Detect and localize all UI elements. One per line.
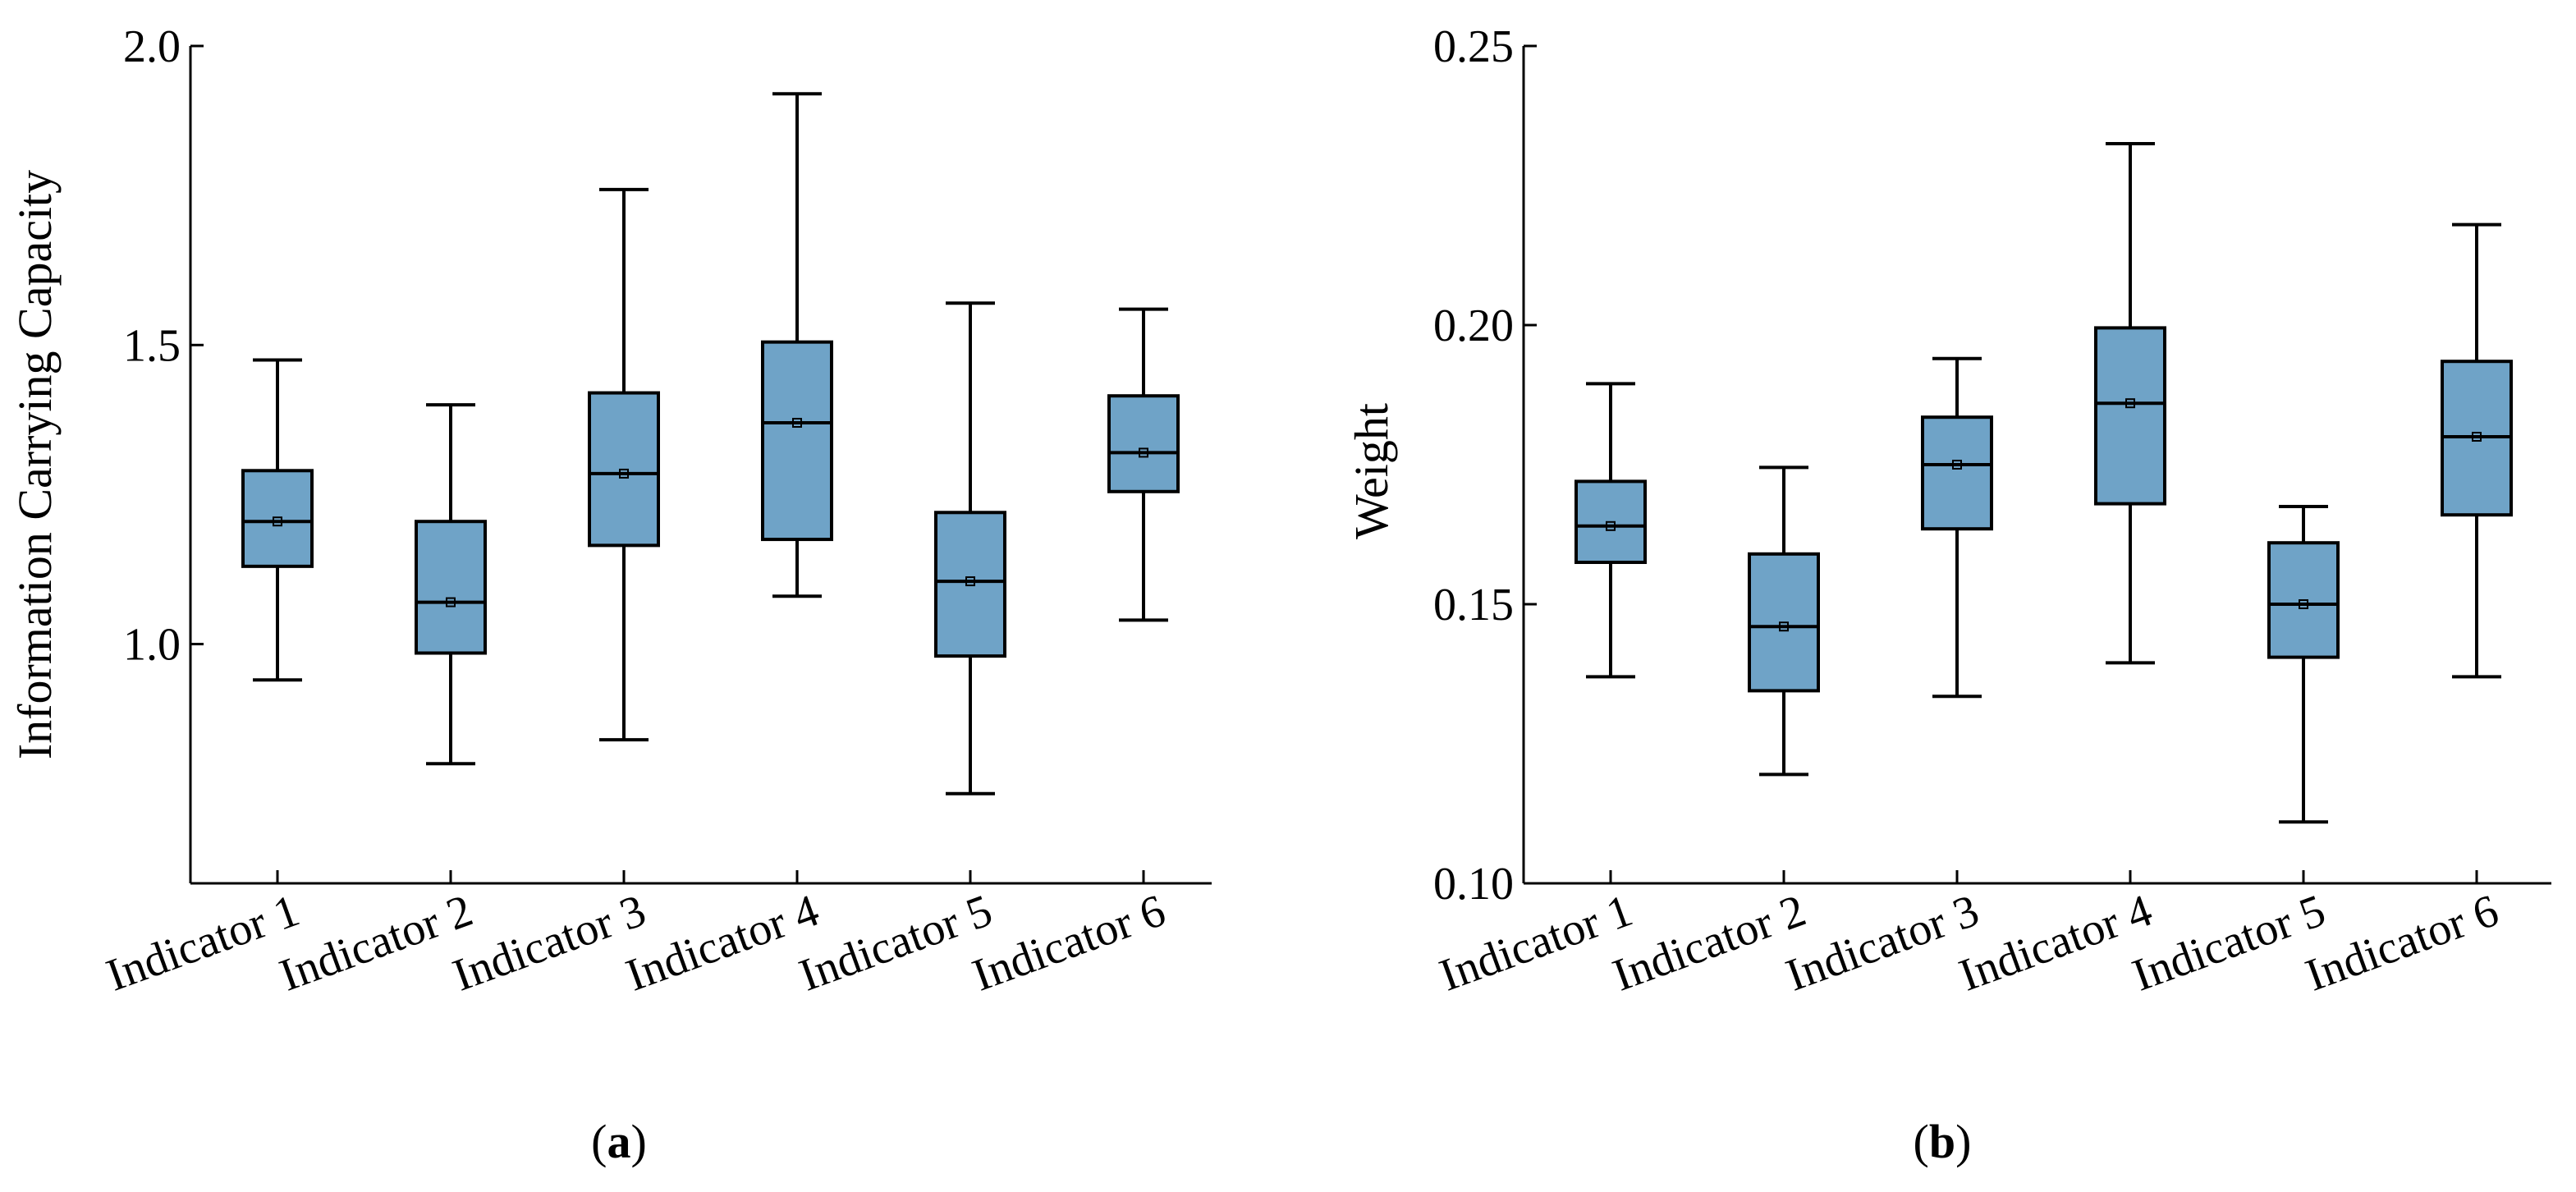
y-tick-label: 0.15 <box>1433 580 1514 630</box>
x-tick-label: Indicator 1 <box>100 885 306 1002</box>
iqr-box <box>1107 394 1180 493</box>
mean-marker <box>2299 599 2308 609</box>
box-5 <box>934 301 1006 795</box>
mean-marker <box>619 468 629 479</box>
iqr-box <box>1921 415 1993 531</box>
y-tick-label: 0.10 <box>1433 859 1514 910</box>
box-1 <box>1574 382 1647 679</box>
iqr-box <box>761 340 833 542</box>
x-tick-label: Indicator 4 <box>620 885 826 1002</box>
x-tick-label: Indicator 5 <box>2126 885 2332 1002</box>
mean-marker <box>2472 432 2482 442</box>
y-axis-title: Weight <box>1345 403 1398 539</box>
box-2 <box>1748 465 1820 777</box>
panel-label: (b) <box>1914 1115 1972 1168</box>
box-3 <box>588 187 660 742</box>
x-tick-label: Indicator 6 <box>2299 885 2505 1002</box>
y-tick-label: 1.5 <box>123 320 181 371</box>
box-1 <box>241 358 314 682</box>
y-tick-label: 1.0 <box>123 620 181 671</box>
mean-marker <box>965 576 975 587</box>
y-tick-label: 0.25 <box>1433 21 1514 72</box>
box-4 <box>2094 142 2166 665</box>
box-5 <box>2267 505 2340 824</box>
box-6 <box>2441 222 2513 679</box>
x-tick-label: Indicator 2 <box>1607 885 1813 1002</box>
box-3 <box>1921 356 1993 699</box>
y-axis-title: Information Carrying Capacity <box>8 170 62 759</box>
mean-marker <box>446 597 456 607</box>
panel-a: 1.0 1.5 2.0 Information Carrying Capacity In… <box>8 21 1212 1168</box>
x-tick-label: Indicator 2 <box>273 885 479 1002</box>
mean-marker <box>1139 447 1148 458</box>
mean-marker <box>792 418 802 428</box>
panel-label: (a) <box>591 1115 647 1168</box>
iqr-box <box>934 511 1006 658</box>
box-4 <box>761 92 833 598</box>
mean-marker <box>1779 621 1789 632</box>
box-2 <box>415 403 487 766</box>
x-tick-label: Indicator 3 <box>1780 885 1986 1002</box>
mean-marker <box>1952 460 1962 470</box>
x-tick-label: Indicator 5 <box>793 885 999 1002</box>
box-6 <box>1107 307 1180 622</box>
iqr-box <box>241 469 314 568</box>
x-tick-label: Indicator 3 <box>447 885 653 1002</box>
mean-marker <box>1606 520 1616 531</box>
y-tick-label: 2.0 <box>123 21 181 72</box>
x-tick-label: Indicator 4 <box>1953 885 2159 1002</box>
iqr-box <box>2094 326 2166 506</box>
mean-marker <box>273 516 282 527</box>
iqr-box <box>415 520 487 655</box>
mean-marker <box>2125 398 2135 409</box>
y-tick-label: 0.20 <box>1433 300 1514 351</box>
x-tick-label: Indicator 6 <box>966 885 1172 1002</box>
